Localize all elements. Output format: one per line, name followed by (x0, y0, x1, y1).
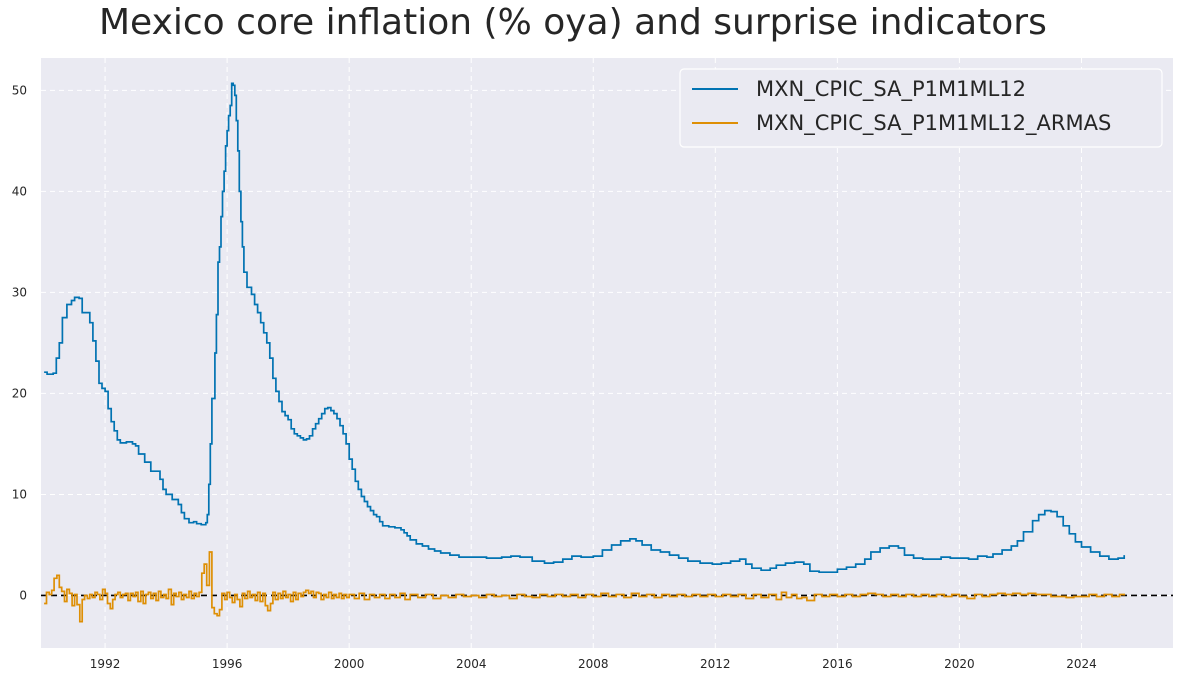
x-tick-label-5: 2012 (700, 657, 731, 671)
tick-labels: 1992 1996 2000 2004 2008 2012 2016 2020 2024 0 10 2… (12, 83, 1097, 671)
y-tick-label-4: 40 (12, 184, 27, 198)
x-tick-label-8: 2024 (1066, 657, 1097, 671)
x-tick-label-4: 2008 (578, 657, 609, 671)
series-line-0 (44, 82, 1126, 574)
legend-box (679, 68, 1163, 148)
chart-title: Mexico core inflation (% oya) and surpri… (99, 2, 1047, 43)
x-tick-label-0: 1992 (90, 657, 121, 671)
y-tick-label-5: 50 (12, 83, 27, 97)
series-group (44, 82, 1126, 623)
y-tick-label-0: 0 (19, 588, 27, 602)
x-tick-label-1: 1996 (212, 657, 243, 671)
legend: MXN_CPIC_SA_P1M1ML12 MXN_CPIC_SA_P1M1ML1… (679, 68, 1163, 148)
x-tick-label-2: 2000 (334, 657, 365, 671)
legend-label-0: MXN_CPIC_SA_P1M1ML12 (756, 77, 1026, 102)
x-tick-label-6: 2016 (822, 657, 853, 671)
series-line-1 (44, 551, 1126, 623)
x-tick-label-7: 2020 (944, 657, 975, 671)
y-tick-label-2: 20 (12, 386, 27, 400)
x-tick-label-3: 2004 (456, 657, 487, 671)
legend-label-1: MXN_CPIC_SA_P1M1ML12_ARMAS (756, 111, 1111, 136)
y-tick-label-1: 10 (12, 487, 27, 501)
y-tick-label-3: 30 (12, 285, 27, 299)
